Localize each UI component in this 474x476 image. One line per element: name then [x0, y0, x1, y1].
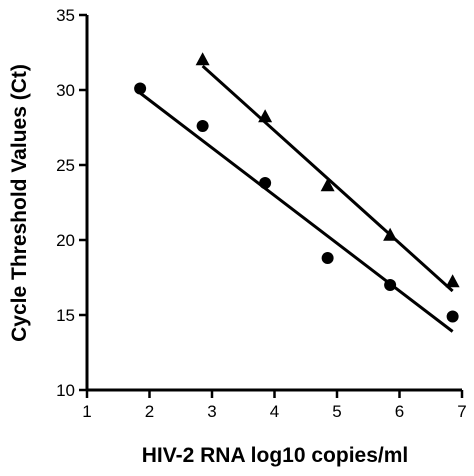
triangle-point: [445, 274, 460, 288]
y-tick-label: 35: [56, 6, 75, 25]
triangle-point: [258, 109, 273, 123]
fit-line-circle: [139, 91, 454, 333]
x-tick-label: 2: [145, 402, 154, 421]
y-axis-label: Cycle Threshold Values (Ct): [8, 64, 31, 342]
circle-point: [446, 310, 459, 323]
x-tick-label: 7: [457, 402, 466, 421]
y-tick-label: 30: [56, 81, 75, 100]
circle-point: [196, 120, 209, 132]
fit-lines: [139, 64, 454, 333]
x-tick-label: 6: [395, 402, 404, 421]
circle-point: [321, 252, 334, 264]
circle-point: [134, 82, 147, 95]
triangle-point: [383, 227, 398, 241]
y-tick-label: 10: [56, 381, 75, 400]
data-points: [134, 52, 460, 323]
x-tick-label: 5: [332, 402, 341, 421]
circle-point: [384, 279, 397, 291]
x-tick-label: 3: [207, 402, 216, 421]
x-tick-label: 1: [82, 402, 91, 421]
axes: [85, 15, 462, 392]
ticks: 1 2 3 4 5 6 7 10 15 20 25 30 35: [56, 6, 467, 421]
x-axis-label: HIV-2 RNA log10 copies/ml: [142, 444, 408, 467]
y-tick-label: 25: [56, 156, 75, 175]
y-tick-label: 20: [56, 231, 75, 250]
x-tick-label: 4: [270, 402, 279, 421]
triangle-point: [320, 178, 335, 192]
circle-point: [259, 177, 272, 189]
y-tick-label: 15: [56, 306, 75, 325]
triangle-point: [195, 52, 210, 66]
